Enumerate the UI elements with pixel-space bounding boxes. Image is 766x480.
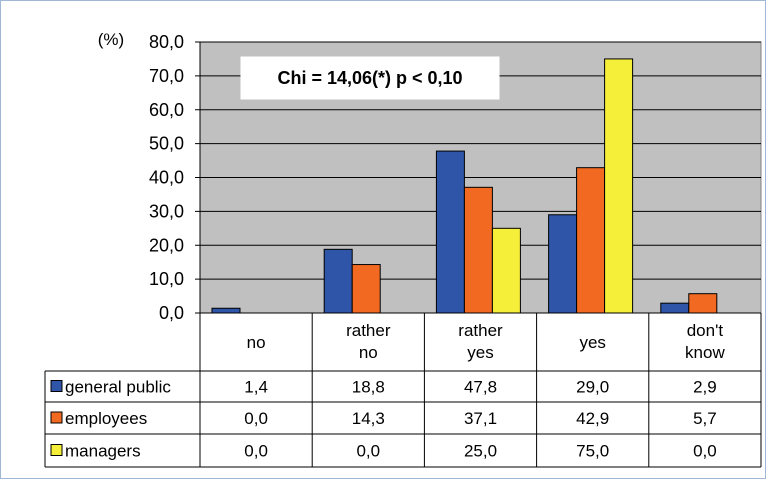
bar-managers <box>491 227 521 314</box>
data-label: 0,0 <box>693 442 717 461</box>
category-label: know <box>685 343 725 362</box>
data-label: 29,0 <box>576 378 609 397</box>
category-label: no <box>247 333 266 352</box>
legend-label: general public <box>65 378 171 397</box>
category-label: rather <box>346 321 391 340</box>
category-label: don't <box>687 321 724 340</box>
data-label: 37,1 <box>464 409 497 428</box>
data-label: 75,0 <box>576 442 609 461</box>
legend-swatch-general-public <box>50 380 63 392</box>
bar-general-public <box>548 214 578 314</box>
y-tick-label: 40,0 <box>149 168 184 188</box>
data-label: 1,4 <box>244 378 268 397</box>
data-label: 25,0 <box>464 442 497 461</box>
y-tick-label: 0,0 <box>159 303 184 323</box>
data-label: 18,8 <box>352 378 385 397</box>
annotation-box <box>240 56 500 100</box>
y-tick-label: 30,0 <box>149 201 184 221</box>
data-label: 0,0 <box>244 409 268 428</box>
data-label: 42,9 <box>576 409 609 428</box>
y-unit-label: (%) <box>98 30 124 49</box>
legend-label: employees <box>65 409 147 428</box>
data-label: 14,3 <box>352 409 385 428</box>
bar-general-public <box>660 302 690 314</box>
category-label: rather <box>458 321 503 340</box>
y-tick-label: 20,0 <box>149 235 184 255</box>
legend-swatch-managers <box>50 444 63 456</box>
bar-general-public <box>435 150 465 314</box>
bar-managers <box>604 58 634 314</box>
annotation-text: Chi = 14,06(*) p < 0,10 <box>277 68 462 88</box>
category-label: yes <box>467 343 493 362</box>
data-label: 47,8 <box>464 378 497 397</box>
data-label: 5,7 <box>693 409 717 428</box>
y-tick-label: 60,0 <box>149 100 184 120</box>
data-label: 0,0 <box>356 442 380 461</box>
legend-label: managers <box>65 442 141 461</box>
category-label: yes <box>579 333 605 352</box>
bar-general-public <box>323 248 353 314</box>
bar-general-public <box>211 307 241 314</box>
y-tick-label: 70,0 <box>149 66 184 86</box>
category-label: no <box>359 343 378 362</box>
y-tick-label: 80,0 <box>149 32 184 52</box>
legend-swatch-employees <box>50 411 63 424</box>
bar-employees <box>576 167 606 314</box>
y-tick-label: 10,0 <box>149 269 184 289</box>
data-label: 2,9 <box>693 378 717 397</box>
y-tick-label: 50,0 <box>149 134 184 154</box>
bar-employees <box>463 186 493 314</box>
bar-employees <box>351 264 381 314</box>
data-label: 0,0 <box>244 442 268 461</box>
bar-employees <box>688 293 718 314</box>
